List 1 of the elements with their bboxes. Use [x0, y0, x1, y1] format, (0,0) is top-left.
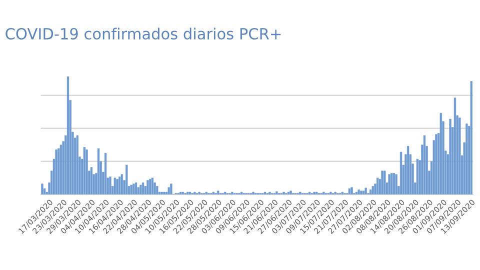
chart-title: COVID-19 confirmados diarios PCR+ [6, 28, 281, 40]
